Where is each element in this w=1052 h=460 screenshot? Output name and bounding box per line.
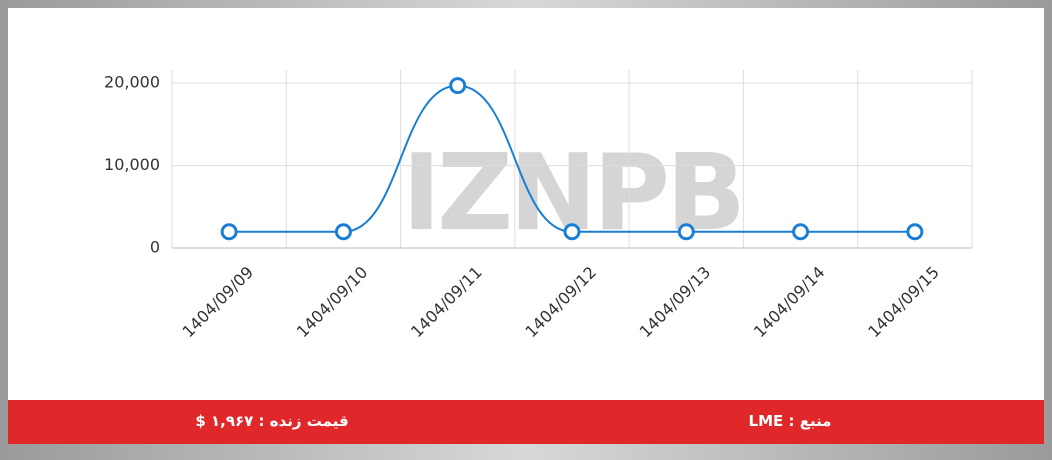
point xyxy=(906,223,924,241)
source: منبع : LME xyxy=(748,412,832,430)
point xyxy=(334,223,352,241)
x-tick-label: 1404/09/11 xyxy=(407,263,486,342)
x-tick-label: 1404/09/15 xyxy=(864,263,943,342)
y-tick-label: 10,000 xyxy=(104,155,160,174)
x-tick-label: 1404/09/14 xyxy=(750,263,829,342)
point xyxy=(563,223,581,241)
x-tick-label: 1404/09/09 xyxy=(179,263,258,342)
x-tick-label: 1404/09/12 xyxy=(521,263,600,342)
y-tick-label: 0 xyxy=(150,238,160,257)
panel xyxy=(8,8,1044,400)
footer-bar: قیمت زنده : ۱,۹۶۷ $ منبع : LME xyxy=(8,400,1044,444)
y-tick-label: 20,000 xyxy=(104,73,160,92)
line xyxy=(229,84,915,233)
live-price: قیمت زنده : ۱,۹۶۷ $ xyxy=(195,412,349,430)
point xyxy=(677,223,695,241)
point xyxy=(449,77,467,95)
x-tick-label: 1404/09/13 xyxy=(636,263,715,342)
point xyxy=(220,223,238,241)
x-tick-label: 1404/09/10 xyxy=(293,263,372,342)
point xyxy=(792,223,810,241)
